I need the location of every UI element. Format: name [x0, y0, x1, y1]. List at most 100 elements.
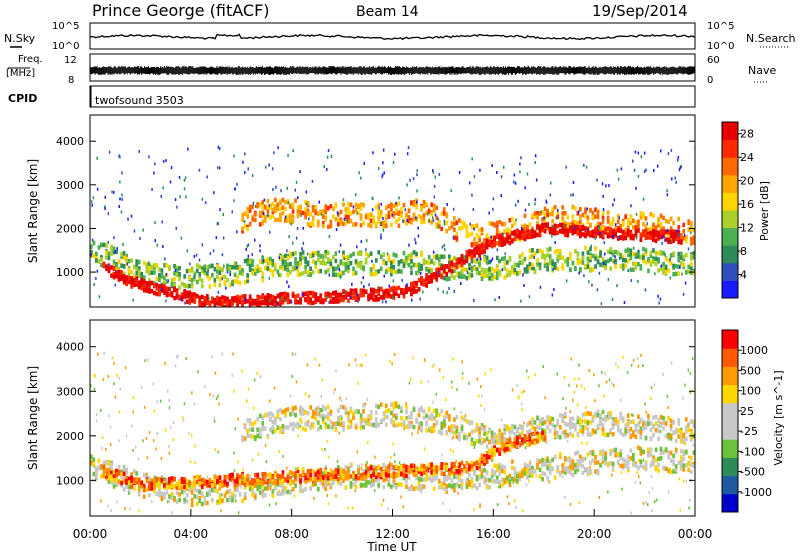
echo-cell — [374, 403, 378, 409]
echo-cell — [306, 294, 310, 299]
echo-cell — [460, 225, 464, 230]
echo-cell — [541, 210, 544, 215]
echo-cell — [362, 483, 365, 488]
echo-cell — [337, 415, 340, 421]
echo-cell — [672, 271, 675, 277]
echo-cell — [591, 210, 595, 216]
scatter-cell — [417, 234, 420, 238]
echo-cell — [321, 223, 325, 229]
echo-cell — [440, 431, 444, 436]
echo-cell — [619, 463, 623, 469]
scatter-cell — [299, 170, 301, 174]
cpid-label: CPID — [8, 92, 37, 105]
echo-cell — [142, 472, 146, 478]
echo-cell — [604, 460, 607, 466]
echo-cell — [279, 200, 282, 206]
scatter-cell — [126, 253, 128, 257]
echo-cell — [649, 226, 653, 232]
scatter-cell — [139, 237, 141, 240]
echo-cell — [682, 463, 686, 468]
echo-cell — [566, 224, 570, 230]
echo-cell — [654, 230, 658, 235]
echo-cell — [218, 485, 222, 491]
echo-cell — [289, 261, 292, 267]
echo-cell — [420, 219, 423, 225]
echo-cell — [261, 415, 265, 421]
echo-cell — [337, 296, 340, 301]
echo-cell — [352, 476, 355, 481]
echo-cell — [425, 201, 428, 207]
echo-cell — [460, 485, 464, 491]
echo-cell — [690, 469, 693, 474]
scatter-cell — [275, 185, 277, 189]
scatter-cell — [385, 300, 387, 304]
echo-cell — [231, 301, 234, 306]
echo-cell — [430, 272, 433, 278]
echo-cell — [458, 483, 461, 489]
scatter-cell — [280, 296, 283, 300]
scatter-cell — [471, 193, 473, 197]
scatter-cell — [305, 190, 308, 194]
echo-cell — [324, 297, 328, 302]
echo-cell — [362, 202, 365, 208]
echo-cell — [319, 293, 323, 298]
echo-cell — [493, 434, 496, 439]
echo-cell — [440, 254, 444, 259]
echo-cell — [349, 261, 353, 266]
scatter-cell — [382, 228, 385, 232]
scatter-cell — [469, 181, 471, 185]
echo-cell — [493, 432, 496, 437]
scatter-cell — [428, 219, 430, 223]
scatter-cell — [635, 186, 637, 190]
echo-cell — [294, 257, 297, 262]
echo-cell — [448, 226, 451, 231]
echo-cell — [304, 214, 307, 220]
echo-cell — [657, 456, 660, 462]
echo-cell — [208, 284, 212, 289]
echo-cell — [609, 227, 612, 233]
echo-cell — [311, 253, 315, 258]
echo-cell — [228, 299, 232, 304]
echo-cell — [526, 470, 529, 475]
echo-cell — [306, 299, 310, 305]
echo-cell — [150, 280, 154, 286]
echo-cell — [347, 207, 350, 212]
echo-cell — [274, 297, 277, 302]
colorbar-frame — [721, 121, 739, 299]
echo-cell — [263, 413, 267, 418]
echo-cell — [596, 214, 600, 220]
echo-cell — [125, 254, 128, 260]
echo-cell — [226, 301, 229, 306]
echo-cell — [654, 458, 658, 463]
colorbar-swatch — [722, 245, 738, 264]
echo-cell — [276, 206, 280, 212]
echo-cell — [342, 421, 345, 426]
echo-cell — [92, 462, 96, 467]
echo-cell — [662, 251, 665, 256]
echo-cell — [417, 485, 421, 490]
colorbar-tick-label: 20 — [740, 175, 754, 188]
echo-cell — [163, 275, 166, 281]
scatter-cell — [288, 285, 290, 289]
echo-cell — [662, 215, 665, 221]
echo-cell — [657, 259, 660, 264]
echo-cell — [460, 253, 464, 259]
echo-cell — [281, 300, 285, 305]
scatter-cell — [383, 274, 385, 278]
scatter-cell — [416, 200, 418, 204]
echo-cell — [397, 422, 401, 427]
echo-cell — [384, 205, 388, 210]
echo-cell — [576, 260, 580, 265]
echo-cell — [468, 482, 471, 487]
scatter-cell — [221, 277, 223, 281]
echo-cell — [155, 491, 159, 497]
echo-cell — [415, 475, 418, 481]
echo-cell — [135, 282, 139, 287]
scatter-cell — [360, 281, 363, 285]
scatter-cell — [215, 236, 218, 240]
echo-cell — [127, 271, 131, 276]
echo-cell — [243, 495, 247, 500]
echo-cell — [553, 226, 557, 231]
echo-cell — [629, 220, 633, 226]
echo-cell — [132, 278, 136, 283]
